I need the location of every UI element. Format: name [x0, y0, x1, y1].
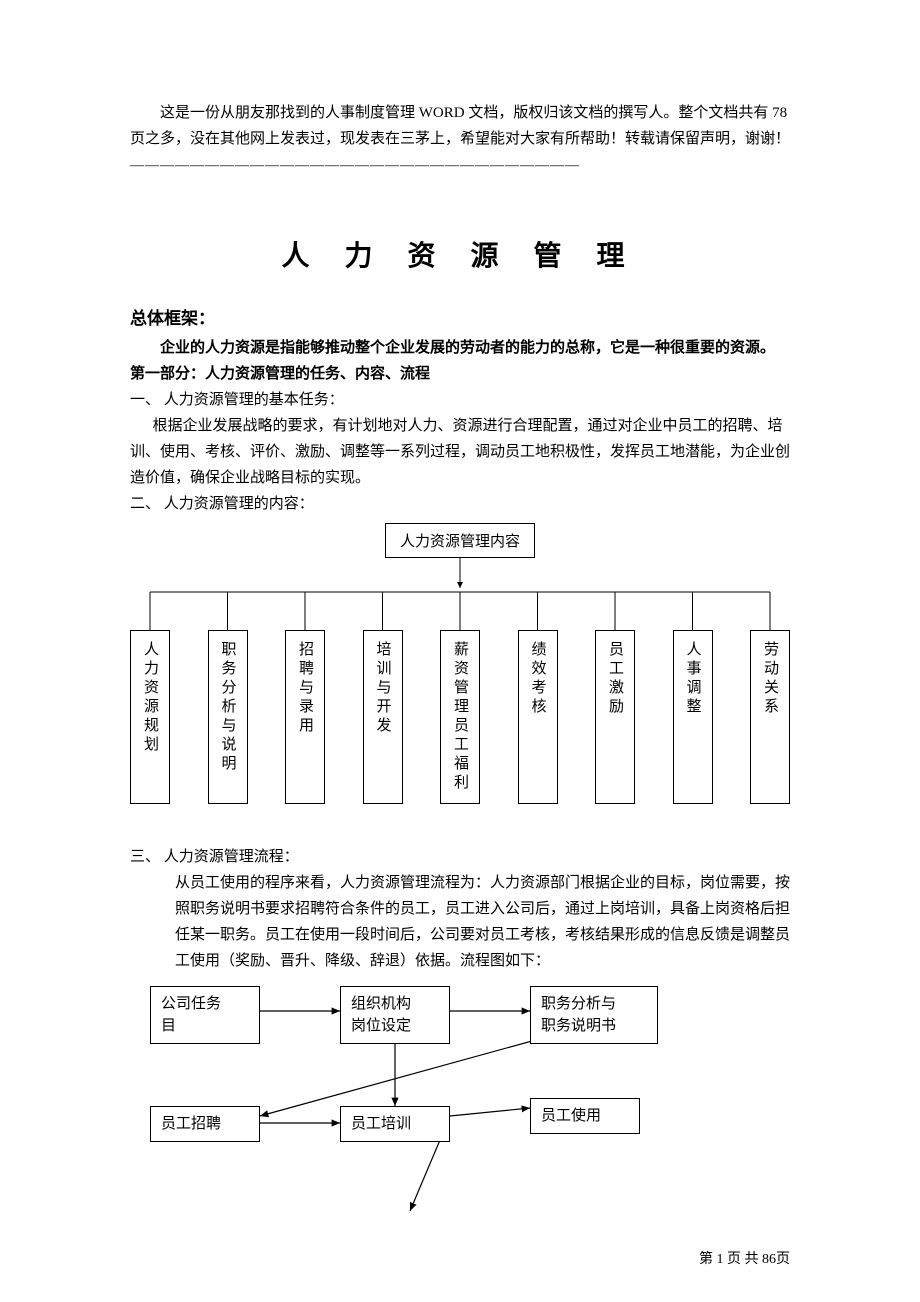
- intro-paragraph: 这是一份从朋友那找到的人事制度管理 WORD 文档，版权归该文档的撰写人。整个文…: [130, 100, 790, 152]
- tree-leaves-row: 人力资源规划职务分析与说明招聘与录用培训与开发薪资管理员工福利绩效考核员工激励人…: [130, 630, 790, 804]
- tree-connector-svg: [130, 558, 790, 630]
- flow-box-a: 公司任务 目: [150, 986, 260, 1044]
- tree-root-box: 人力资源管理内容: [385, 523, 535, 558]
- flowchart: 公司任务 目 组织机构 岗位设定 职务分析与 职务说明书员工招聘 员工培训 员工使用: [150, 986, 710, 1246]
- tree-leaf: 劳动关系: [750, 630, 790, 804]
- page-footer: 第 1 页 共 86页: [699, 1248, 790, 1268]
- item2-heading: 二、 人力资源管理的内容：: [130, 491, 790, 517]
- tree-leaf: 员工激励: [595, 630, 635, 804]
- tree-chart: 人力资源管理内容 人力资源规划职务分析与说明招聘与录用培训与开发薪资管理员工福利…: [130, 523, 790, 804]
- tree-leaf: 职务分析与说明: [208, 630, 248, 804]
- item1-body: 根据企业发展战略的要求，有计划地对人力、资源进行合理配置，通过对企业中员工的招聘…: [130, 413, 790, 491]
- framework-paragraph: 企业的人力资源是指能够推动整个企业发展的劳动者的能力的总称，它是一种很重要的资源…: [130, 335, 790, 361]
- tree-leaf: 培训与开发: [363, 630, 403, 804]
- divider-line: ——————————————————————————————: [130, 158, 790, 174]
- tree-leaf: 薪资管理员工福利: [440, 630, 480, 804]
- tree-leaf: 人事调整: [673, 630, 713, 804]
- flow-box-d: 员工招聘: [150, 1106, 260, 1142]
- tree-leaf: 招聘与录用: [285, 630, 325, 804]
- tree-leaf: 人力资源规划: [130, 630, 170, 804]
- document-page: 这是一份从朋友那找到的人事制度管理 WORD 文档，版权归该文档的撰写人。整个文…: [0, 0, 920, 1302]
- item3-body: 从员工使用的程序来看，人力资源管理流程为：人力资源部门根据企业的目标，岗位需要，…: [175, 870, 790, 974]
- page-title: 人 力 资 源 管 理: [130, 234, 790, 274]
- flow-box-b: 组织机构 岗位设定: [340, 986, 450, 1044]
- flow-box-c: 职务分析与 职务说明书: [530, 986, 658, 1044]
- flow-box-f: 员工使用: [530, 1098, 640, 1134]
- part1-heading: 第一部分：人力资源管理的任务、内容、流程: [130, 361, 790, 387]
- tree-leaf: 绩效考核: [518, 630, 558, 804]
- framework-heading: 总体框架：: [130, 304, 790, 329]
- item3-heading: 三、 人力资源管理流程：: [130, 844, 790, 870]
- flow-box-e: 员工培训: [340, 1106, 450, 1142]
- item1-heading: 一、 人力资源管理的基本任务：: [130, 387, 790, 413]
